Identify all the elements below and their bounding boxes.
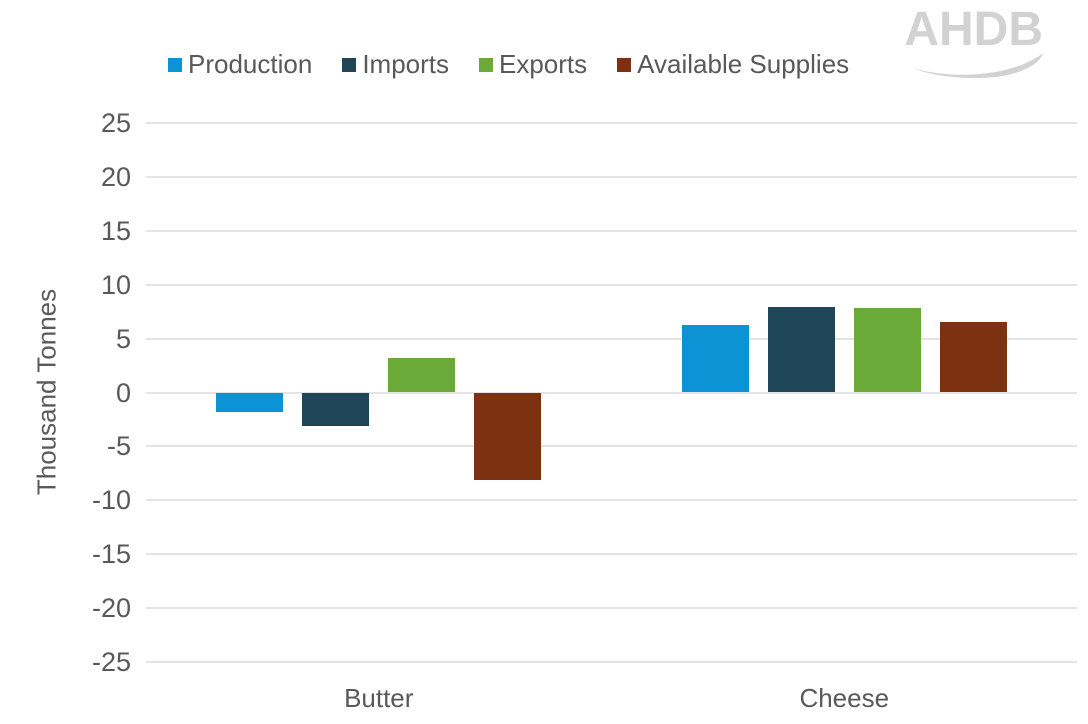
- plot-area: [146, 122, 1077, 663]
- legend-item-imports: Imports: [342, 49, 449, 80]
- gridline-5: [146, 337, 1077, 340]
- legend-item-available-supplies: Available Supplies: [617, 49, 849, 80]
- y-tick-label-15: 15: [100, 215, 131, 246]
- gridline--20: [146, 607, 1077, 610]
- y-tick-label-25: 25: [100, 108, 131, 138]
- y-tick-label--5: -5: [106, 431, 131, 462]
- bar-cheese-production: [681, 324, 749, 393]
- bar-butter-imports: [302, 392, 370, 426]
- category-label-cheese: Cheese: [799, 683, 890, 713]
- y-tick-label-20: 20: [100, 161, 131, 192]
- gridline--15: [146, 553, 1077, 556]
- chart-legend: Production Imports Exports Available Suppli…: [168, 49, 849, 80]
- gridline--5: [146, 445, 1077, 448]
- gridline--10: [146, 499, 1077, 502]
- legend-swatch-production: [168, 57, 182, 72]
- bar-butter-exports: [388, 358, 456, 393]
- y-tick-label-0: 0: [115, 377, 131, 408]
- category-label-butter: Butter: [344, 683, 414, 713]
- bar-cheese-available-supplies: [939, 322, 1007, 393]
- legend-label-available-supplies: Available Supplies: [637, 49, 850, 79]
- ahdb-logo-text: AHDB: [904, 3, 1043, 56]
- y-tick-label--10: -10: [91, 485, 131, 516]
- legend-item-production: Production: [168, 49, 312, 80]
- legend-label-imports: Imports: [362, 49, 449, 79]
- gridline-20: [146, 175, 1077, 178]
- gridline--25: [146, 661, 1077, 663]
- y-tick-label--25: -25: [91, 647, 131, 677]
- gridline-10: [146, 283, 1077, 286]
- ahdb-logo: AHDB: [904, 6, 1043, 78]
- bar-cheese-exports: [853, 308, 921, 393]
- bar-butter-available-supplies: [474, 392, 542, 480]
- y-tick-label--15: -15: [91, 539, 131, 570]
- y-tick-label--20: -20: [91, 593, 131, 624]
- gridline-15: [146, 229, 1077, 232]
- legend-swatch-exports: [479, 57, 493, 72]
- legend-label-exports: Exports: [499, 49, 588, 79]
- gridline-25: [146, 122, 1077, 124]
- legend-swatch-available-supplies: [617, 57, 632, 72]
- y-tick-label-10: 10: [100, 269, 131, 300]
- legend-item-exports: Exports: [479, 49, 587, 80]
- y-tick-label-5: 5: [115, 323, 131, 354]
- legend-swatch-imports: [342, 57, 357, 72]
- legend-label-production: Production: [188, 49, 313, 79]
- logo-swoosh-icon: [913, 53, 1043, 78]
- bar-butter-production: [216, 392, 284, 412]
- bar-cheese-imports: [767, 307, 835, 393]
- gridline-0: [146, 391, 1077, 394]
